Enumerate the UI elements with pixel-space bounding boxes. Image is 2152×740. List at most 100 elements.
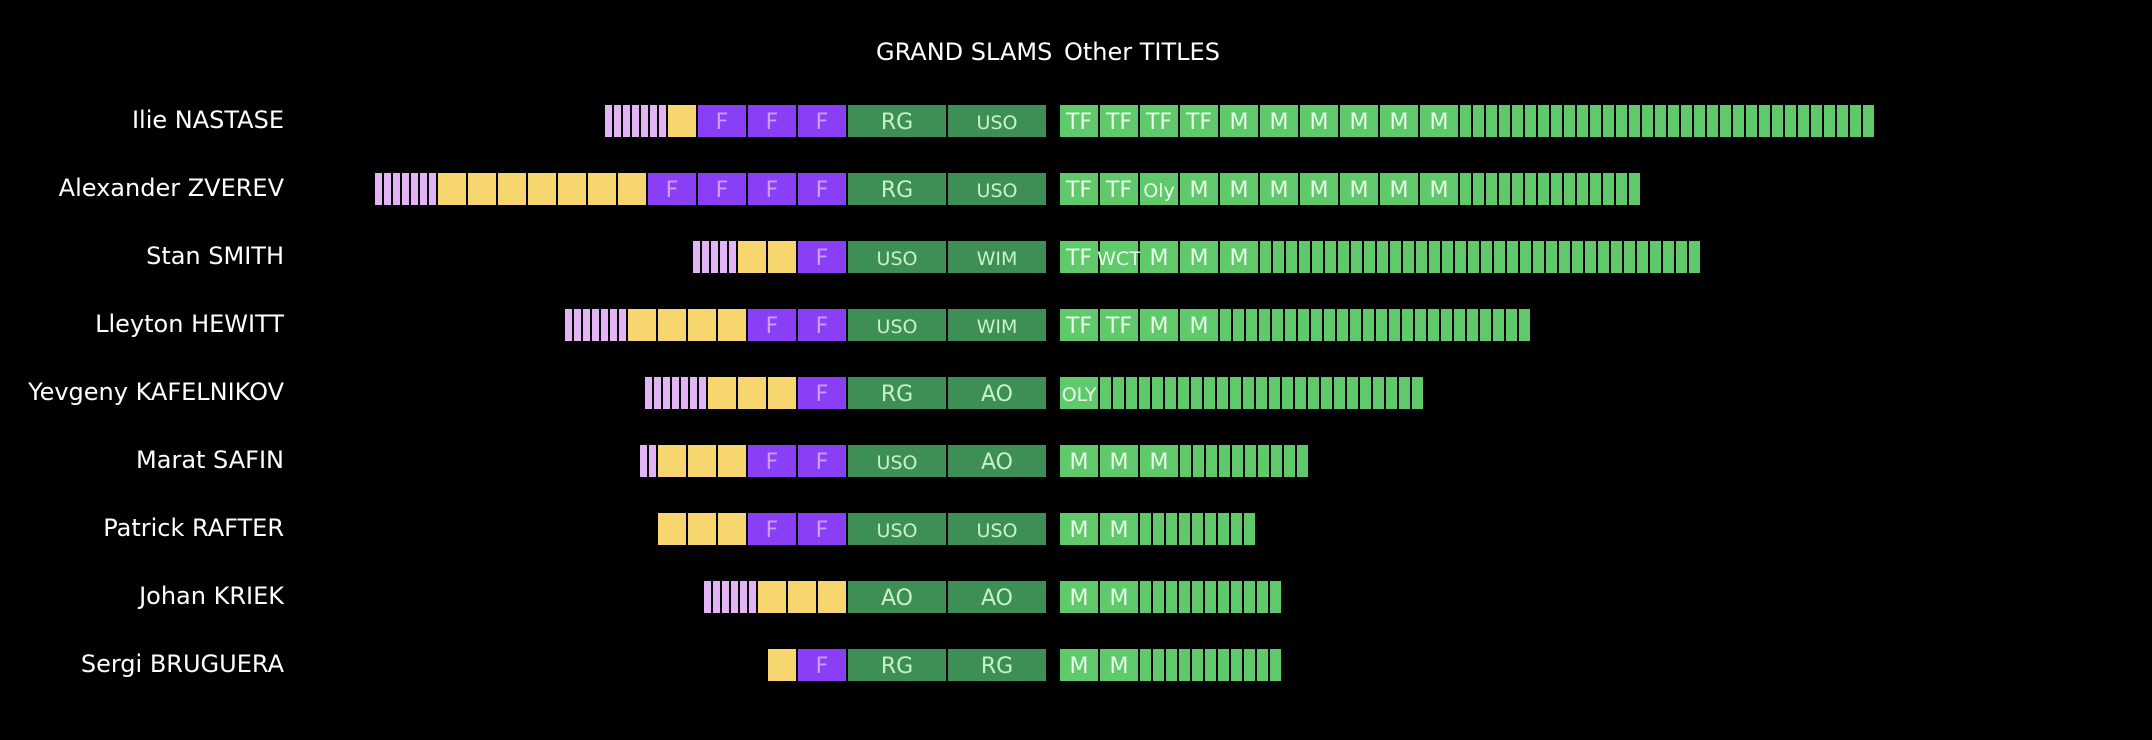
other-title-label: M	[1190, 178, 1209, 203]
other-title-tick	[1707, 105, 1718, 137]
slam-win-label: USO	[977, 112, 1018, 134]
semi-final-bar	[702, 241, 709, 273]
other-title-tick	[1785, 105, 1796, 137]
semi-final-bar	[601, 309, 608, 341]
semi-final-bar	[565, 309, 572, 341]
other-title-tick	[1218, 513, 1229, 545]
other-title-label: TF	[1105, 110, 1132, 135]
other-title-bar	[1420, 105, 1458, 137]
other-title-tick	[1192, 581, 1203, 613]
other-title-tick	[1663, 241, 1674, 273]
other-title-tick	[1166, 581, 1177, 613]
other-title-bar	[1060, 241, 1098, 273]
quarter-final-bar	[788, 581, 816, 613]
slam-win-bar	[848, 173, 946, 205]
other-title-tick	[1325, 241, 1336, 273]
other-title-tick	[1260, 241, 1271, 273]
semi-final-bar	[645, 377, 652, 409]
other-title-tick	[1282, 377, 1293, 409]
other-title-tick	[1270, 581, 1281, 613]
slam-win-label: WIM	[977, 248, 1018, 270]
other-title-tick	[1637, 241, 1648, 273]
other-title-tick	[1179, 649, 1190, 681]
other-title-tick	[1486, 173, 1497, 205]
other-title-bar	[1180, 241, 1218, 273]
other-title-tick	[1153, 649, 1164, 681]
other-title-label: Oly	[1143, 180, 1174, 202]
other-title-tick	[1512, 173, 1523, 205]
semi-final-bar	[729, 241, 736, 273]
other-title-tick	[1308, 377, 1319, 409]
semi-final-bar	[393, 173, 400, 205]
semi-final-bar	[720, 241, 727, 273]
other-title-tick	[1850, 105, 1861, 137]
slam-win-bar	[948, 241, 1046, 273]
other-title-tick	[1577, 105, 1588, 137]
semi-final-bar	[650, 105, 657, 137]
other-title-tick	[1270, 649, 1281, 681]
other-title-tick	[1360, 377, 1371, 409]
final-bar	[798, 445, 846, 477]
semi-final-bar	[384, 173, 391, 205]
slam-win-bar	[848, 649, 946, 681]
slam-win-bar	[948, 377, 1046, 409]
final-label: F	[816, 518, 829, 543]
quarter-final-bar	[688, 445, 716, 477]
other-title-tick	[1257, 649, 1268, 681]
other-title-tick	[1299, 241, 1310, 273]
player-name: Patrick RAFTER	[103, 514, 284, 542]
other-title-tick	[1217, 377, 1228, 409]
other-title-tick	[1285, 309, 1296, 341]
slam-win-label: AO	[981, 450, 1013, 475]
quarter-final-bar	[758, 581, 786, 613]
final-label: F	[816, 246, 829, 271]
semi-final-bar	[632, 105, 639, 137]
final-label: F	[816, 382, 829, 407]
final-bar	[798, 377, 846, 409]
other-title-label: M	[1390, 110, 1409, 135]
other-title-tick	[1284, 445, 1295, 477]
other-title-bar	[1100, 173, 1138, 205]
quarter-final-bar	[768, 241, 796, 273]
semi-final-bar	[375, 173, 382, 205]
final-bar	[798, 649, 846, 681]
other-title-tick	[1126, 377, 1137, 409]
other-title-tick	[1295, 377, 1306, 409]
other-title-tick	[1376, 309, 1387, 341]
player-name: Yevgeny KAFELNIKOV	[28, 378, 284, 406]
quarter-final-bar	[628, 309, 656, 341]
other-title-tick	[1166, 649, 1177, 681]
other-title-tick	[1538, 173, 1549, 205]
other-title-label: M	[1150, 450, 1169, 475]
other-title-tick	[1273, 241, 1284, 273]
other-title-tick	[1629, 173, 1640, 205]
other-title-bar	[1300, 105, 1338, 137]
other-title-tick	[1585, 241, 1596, 273]
other-title-tick	[1507, 241, 1518, 273]
other-title-tick	[1256, 377, 1267, 409]
other-title-label: M	[1190, 246, 1209, 271]
semi-final-bar	[681, 377, 688, 409]
slam-win-label: USO	[977, 180, 1018, 202]
other-title-tick	[1733, 105, 1744, 137]
other-title-tick	[1244, 513, 1255, 545]
other-title-tick	[1611, 241, 1622, 273]
other-title-bar	[1100, 513, 1138, 545]
other-title-tick	[1231, 513, 1242, 545]
semi-final-bar	[711, 241, 718, 273]
other-title-tick	[1473, 173, 1484, 205]
other-title-tick	[1153, 513, 1164, 545]
other-title-tick	[1403, 241, 1414, 273]
slam-win-label: USO	[877, 316, 918, 338]
other-title-bar	[1380, 105, 1418, 137]
final-label: F	[666, 178, 679, 203]
final-bar	[798, 241, 846, 273]
other-title-tick	[1139, 377, 1150, 409]
header-grand-slams: GRAND SLAMS	[876, 38, 1053, 66]
quarter-final-bar	[688, 513, 716, 545]
other-title-label: TF	[1065, 314, 1092, 339]
other-title-tick	[1351, 241, 1362, 273]
other-title-tick	[1655, 105, 1666, 137]
quarter-final-bar	[718, 309, 746, 341]
quarter-final-bar	[588, 173, 616, 205]
